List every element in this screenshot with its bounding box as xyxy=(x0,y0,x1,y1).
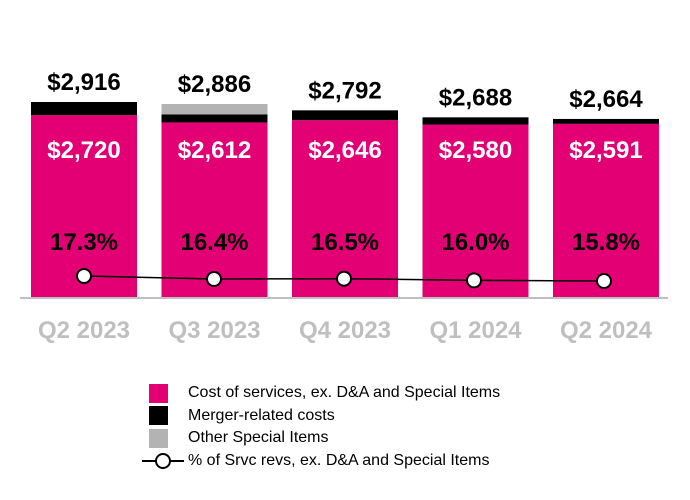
category-label: Q1 2024 xyxy=(429,317,522,344)
legend-item-pct: % of Srvc revs, ex. D&A and Special Item… xyxy=(140,450,500,473)
legend-item-merger: Merger-related costs xyxy=(140,405,500,428)
value-label: $2,580 xyxy=(439,137,512,164)
pct-point xyxy=(466,272,482,289)
bar-segment-cost xyxy=(553,123,659,298)
pct-point xyxy=(76,268,92,285)
legend-label: % of Srvc revs, ex. D&A and Special Item… xyxy=(188,451,490,469)
total-label: $2,886 xyxy=(178,71,251,98)
bar-segment-cost xyxy=(31,115,137,298)
category-label: Q4 2023 xyxy=(299,317,391,344)
total-label: $2,916 xyxy=(47,69,120,96)
category-label: Q2 2024 xyxy=(560,317,653,344)
total-label: $2,664 xyxy=(569,86,643,113)
legend-item-cost: Cost of services, ex. D&A and Special It… xyxy=(140,382,500,405)
bar-segment-cost xyxy=(422,124,529,298)
legend-swatch-other xyxy=(149,428,168,448)
legend-label: Other Special Items xyxy=(188,429,329,447)
pct-label: 16.0% xyxy=(441,229,509,256)
value-label: $2,720 xyxy=(47,137,120,164)
line-marker-icon xyxy=(142,452,184,469)
pct-point xyxy=(206,271,222,288)
legend-swatch-cost xyxy=(149,383,168,403)
category-label: Q3 2023 xyxy=(168,317,260,344)
bar-segment-merger xyxy=(553,118,659,124)
pct-point xyxy=(336,270,352,287)
value-label: $2,646 xyxy=(308,137,381,164)
total-label: $2,792 xyxy=(308,77,381,104)
pct-label: 15.8% xyxy=(572,229,640,256)
bar-segment-cost xyxy=(161,122,268,298)
bar-segment-cost xyxy=(292,120,398,298)
chart-svg: $2,916 $2,720 17.3% Q2 2023 $2,886 $2,612 16.4… xyxy=(20,69,668,344)
bar-segment-merger xyxy=(31,102,137,116)
value-label: $2,612 xyxy=(178,137,251,164)
bar-segment-other xyxy=(161,104,268,115)
pct-label: 16.4% xyxy=(180,229,248,256)
pct-label: 17.3% xyxy=(50,229,118,256)
value-label: $2,591 xyxy=(569,137,642,164)
legend: Cost of services, ex. D&A and Special It… xyxy=(140,382,500,472)
bar-segment-merger xyxy=(422,117,529,125)
legend-label: Merger-related costs xyxy=(188,406,335,424)
category-label: Q2 2023 xyxy=(38,317,130,344)
bar-segment-merger xyxy=(161,114,268,123)
legend-item-other: Other Special Items xyxy=(140,427,500,450)
pct-label: 16.5% xyxy=(311,229,379,256)
pct-point xyxy=(596,273,612,289)
bar-segment-merger xyxy=(292,110,398,121)
legend-swatch-merger xyxy=(149,406,168,426)
legend-label: Cost of services, ex. D&A and Special It… xyxy=(188,384,501,402)
total-label: $2,688 xyxy=(439,84,512,111)
